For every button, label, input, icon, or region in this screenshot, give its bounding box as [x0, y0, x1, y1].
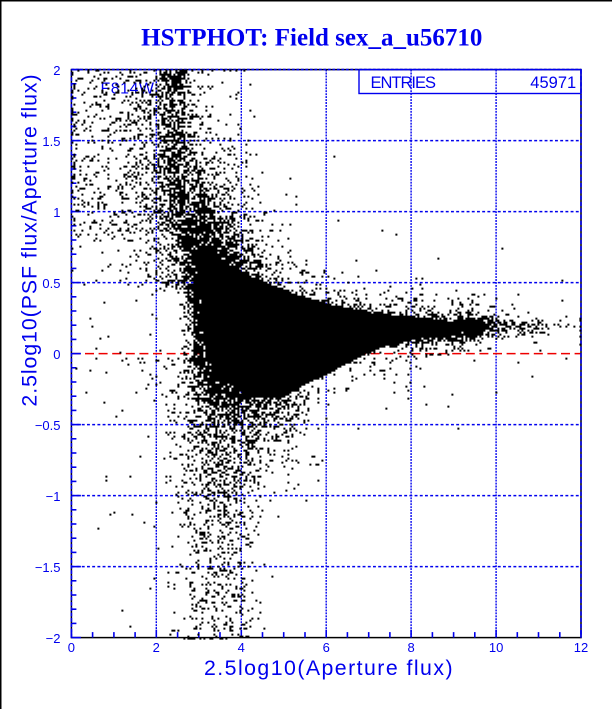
svg-text:2.5log10(PSF flux/Aperture flu: 2.5log10(PSF flux/Aperture flux): [18, 73, 42, 406]
svg-text:ENTRIES: ENTRIES: [371, 74, 437, 92]
svg-text:2: 2: [153, 640, 160, 655]
svg-text:0: 0: [68, 640, 75, 655]
svg-text:45971: 45971: [530, 74, 576, 92]
svg-text:2.5log10(Aperture flux): 2.5log10(Aperture flux): [204, 656, 454, 680]
svg-text:−0.5: −0.5: [35, 418, 61, 433]
svg-text:4: 4: [238, 640, 245, 655]
svg-text:0.5: 0.5: [42, 276, 60, 291]
svg-text:−2: −2: [46, 631, 61, 646]
svg-text:6: 6: [323, 640, 330, 655]
svg-text:0: 0: [53, 347, 60, 362]
svg-text:12: 12: [574, 640, 588, 655]
svg-text:F814W: F814W: [101, 81, 155, 98]
svg-text:−1.5: −1.5: [35, 560, 61, 575]
svg-text:2: 2: [53, 63, 60, 78]
svg-text:1: 1: [53, 205, 60, 220]
svg-text:HSTPHOT: Field sex_a_u56710: HSTPHOT: Field sex_a_u56710: [141, 25, 482, 52]
svg-text:8: 8: [407, 640, 414, 655]
svg-text:−1: −1: [46, 489, 61, 504]
svg-text:10: 10: [489, 640, 503, 655]
svg-text:1.5: 1.5: [42, 134, 60, 149]
